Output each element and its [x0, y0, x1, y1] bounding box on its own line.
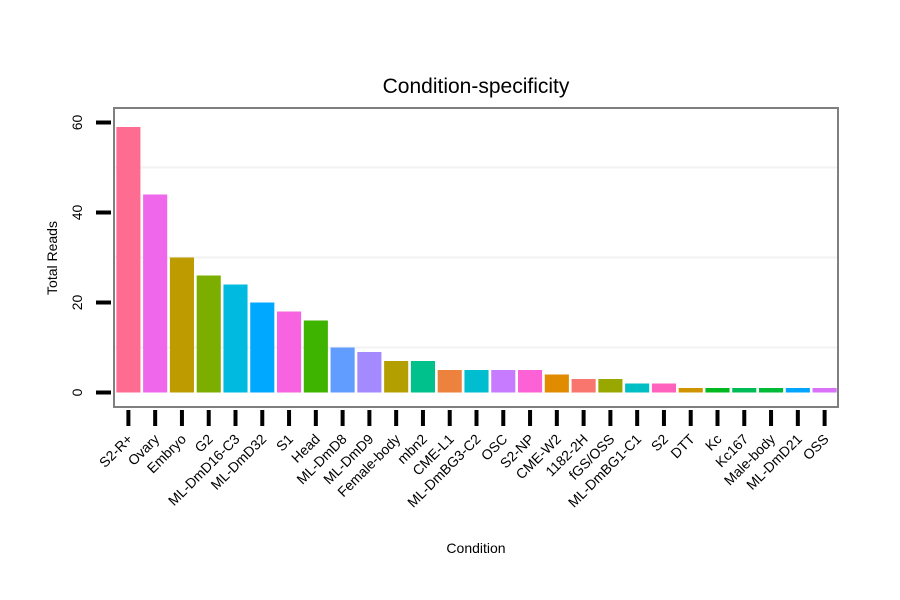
bar-kc167 [732, 388, 757, 393]
bar-female-body [384, 361, 409, 393]
bar-dtt [678, 388, 703, 393]
bar-mbn2 [410, 361, 435, 393]
y-tick-label: 20 [69, 295, 85, 311]
bar-ovary [143, 194, 168, 393]
bar-ml-dmd8 [330, 347, 355, 393]
bar-g2 [196, 275, 221, 393]
bar-ml-dmd16-c3 [223, 284, 248, 393]
bar-oss [812, 388, 837, 393]
bar-ml-dmd21 [785, 388, 810, 393]
bar-s2-r- [116, 127, 141, 393]
y-tick-label: 60 [69, 115, 85, 131]
bar-osc [491, 370, 516, 393]
bar-ml-dmbg3-c2 [464, 370, 489, 393]
bar-ml-dmd9 [357, 352, 382, 393]
chart-title: Condition-specificity [383, 75, 570, 98]
y-axis-label: Total Reads [44, 221, 60, 295]
bar-ml-dmd32 [250, 302, 275, 393]
bar-1182-2h [571, 379, 596, 393]
bar-male-body [759, 388, 784, 393]
bar-s1 [277, 311, 302, 393]
bar-s2-np [518, 370, 543, 393]
bar-embryo [169, 257, 194, 393]
y-tick-label: 0 [69, 388, 85, 396]
bar-cme-w2 [544, 374, 569, 393]
x-axis-label: Condition [446, 540, 505, 556]
bar-kc [705, 388, 730, 393]
bar-s2 [651, 383, 676, 393]
bar-fgs-oss [598, 379, 623, 393]
y-axis: 0 20 40 60 [69, 115, 111, 396]
plot-panel-border [113, 107, 839, 408]
bar-ml-dmbg1-c1 [625, 383, 650, 393]
bar-head [303, 320, 328, 393]
bar-cme-l1 [437, 370, 462, 393]
y-tick-label: 40 [69, 205, 85, 221]
bars [116, 127, 837, 393]
